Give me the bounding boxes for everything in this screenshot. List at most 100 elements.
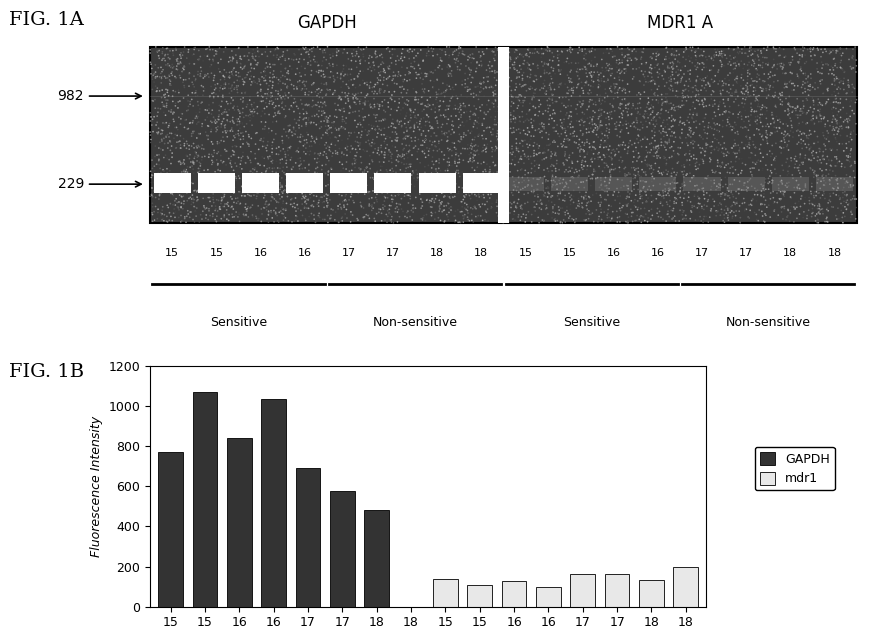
- Point: [334, 73, 348, 83]
- Point: [710, 125, 724, 135]
- Point: [390, 132, 404, 143]
- Point: [735, 153, 749, 164]
- Point: [534, 44, 548, 54]
- Point: [182, 69, 196, 79]
- Point: [577, 215, 592, 225]
- Point: [645, 196, 659, 207]
- Point: [215, 195, 230, 205]
- Point: [195, 143, 209, 153]
- Point: [218, 119, 232, 130]
- Point: [478, 108, 492, 119]
- Point: [365, 87, 379, 97]
- Point: [226, 54, 240, 64]
- Point: [596, 48, 610, 58]
- Point: [664, 121, 678, 132]
- Point: [485, 143, 499, 153]
- Point: [295, 163, 309, 173]
- Point: [613, 58, 627, 68]
- Point: [844, 63, 858, 73]
- Point: [708, 99, 722, 109]
- Point: [452, 122, 466, 132]
- Point: [291, 196, 305, 206]
- Point: [362, 81, 376, 91]
- Point: [632, 152, 646, 162]
- Point: [236, 152, 250, 162]
- Point: [554, 218, 568, 228]
- Point: [205, 201, 219, 211]
- Point: [554, 121, 568, 132]
- Point: [728, 211, 743, 221]
- Point: [177, 122, 192, 132]
- Point: [733, 176, 747, 186]
- Point: [422, 50, 436, 60]
- Point: [742, 200, 756, 210]
- Point: [579, 175, 593, 186]
- Point: [262, 98, 276, 108]
- Point: [457, 212, 472, 222]
- Point: [541, 69, 555, 79]
- Point: [602, 64, 616, 74]
- Point: [309, 132, 323, 143]
- Point: [479, 82, 493, 92]
- Point: [359, 96, 374, 107]
- Point: [728, 199, 743, 209]
- Point: [673, 58, 687, 68]
- Point: [656, 185, 670, 195]
- Point: [558, 217, 572, 227]
- Point: [790, 213, 804, 223]
- Point: [665, 103, 679, 114]
- Point: [729, 77, 743, 87]
- Point: [182, 178, 196, 188]
- Point: [813, 209, 827, 219]
- Point: [388, 78, 402, 89]
- Point: [218, 144, 232, 155]
- Point: [279, 126, 293, 137]
- Point: [685, 101, 699, 112]
- Point: [288, 186, 302, 196]
- Point: [484, 182, 498, 193]
- Point: [187, 71, 201, 82]
- Point: [208, 187, 223, 197]
- Point: [579, 68, 593, 78]
- Point: [320, 193, 334, 204]
- Point: [535, 56, 549, 67]
- Point: [721, 204, 735, 214]
- Point: [397, 52, 411, 62]
- Point: [630, 113, 644, 123]
- Point: [667, 167, 681, 177]
- Point: [353, 119, 367, 130]
- Point: [506, 190, 520, 200]
- Point: [641, 193, 655, 204]
- Point: [804, 51, 818, 61]
- Point: [507, 114, 521, 124]
- Point: [676, 205, 691, 216]
- Point: [418, 185, 432, 195]
- Point: [396, 82, 410, 92]
- Point: [389, 123, 403, 133]
- Point: [513, 153, 527, 164]
- Point: [546, 204, 560, 214]
- Point: [798, 50, 812, 60]
- Point: [159, 102, 173, 112]
- Point: [354, 94, 368, 105]
- Point: [613, 64, 627, 74]
- Point: [794, 157, 808, 167]
- Point: [751, 45, 766, 55]
- Point: [461, 202, 475, 212]
- Point: [772, 51, 786, 61]
- Point: [389, 142, 403, 152]
- Point: [732, 145, 746, 155]
- Point: [774, 195, 788, 205]
- Point: [787, 202, 801, 212]
- Point: [282, 133, 296, 143]
- Point: [336, 123, 351, 133]
- Point: [669, 86, 683, 96]
- Bar: [498, 47, 509, 223]
- Point: [512, 112, 526, 122]
- Point: [594, 204, 608, 214]
- Point: [539, 45, 553, 55]
- Point: [441, 69, 455, 79]
- Point: [415, 84, 429, 94]
- Point: [626, 99, 640, 109]
- Point: [169, 143, 183, 153]
